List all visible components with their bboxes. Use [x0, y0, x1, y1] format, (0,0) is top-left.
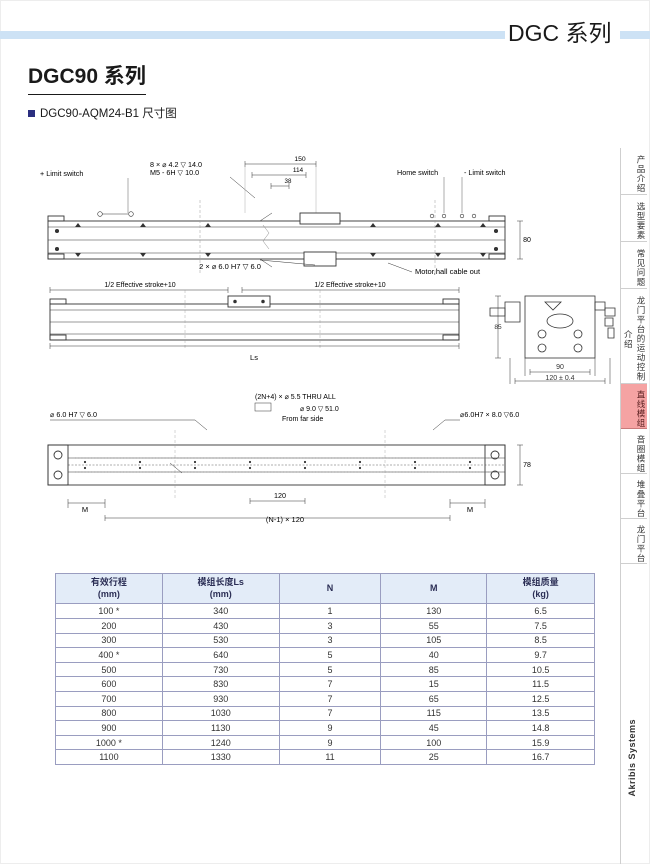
- svg-text:1/2 Effective stroke+10: 1/2 Effective stroke+10: [104, 282, 175, 289]
- svg-text:+ Limit switch: + Limit switch: [40, 169, 83, 178]
- svg-text:- Limit switch: - Limit switch: [464, 168, 506, 177]
- svg-text:⌀ 6.0 H7 ▽ 6.0: ⌀ 6.0 H7 ▽ 6.0: [50, 410, 97, 419]
- svg-text:M: M: [467, 505, 473, 514]
- svg-text:85: 85: [494, 324, 502, 331]
- svg-text:2 × ⌀ 6.0 H7 ▽ 6.0: 2 × ⌀ 6.0 H7 ▽ 6.0: [199, 262, 261, 271]
- svg-text:120: 120: [274, 491, 286, 500]
- svg-text:(N-1) × 120: (N-1) × 120: [266, 515, 304, 524]
- svg-text:78: 78: [523, 462, 531, 469]
- svg-text:1/2 Effective stroke+10: 1/2 Effective stroke+10: [314, 282, 385, 289]
- svg-text:80: 80: [523, 237, 531, 244]
- svg-text:114: 114: [293, 167, 304, 174]
- svg-text:Home switch: Home switch: [397, 168, 438, 177]
- svg-text:⌀ 9.0 ▽ 51.0: ⌀ 9.0 ▽ 51.0: [300, 406, 339, 413]
- svg-text:38: 38: [285, 178, 292, 185]
- svg-text:M: M: [82, 505, 88, 514]
- svg-text:Ls: Ls: [250, 353, 258, 362]
- svg-text:Motor,hall cable out: Motor,hall cable out: [415, 267, 481, 276]
- svg-text:90: 90: [556, 364, 564, 371]
- svg-text:150: 150: [294, 156, 306, 163]
- svg-text:(2N+4) × ⌀ 5.5 THRU ALL: (2N+4) × ⌀ 5.5 THRU ALL: [255, 394, 336, 401]
- svg-text:⌀6.0H7 × 8.0 ▽6.0: ⌀6.0H7 × 8.0 ▽6.0: [460, 410, 519, 419]
- svg-text:M5 - 6H ▽ 10.0: M5 - 6H ▽ 10.0: [150, 168, 199, 177]
- svg-text:From far side: From far side: [282, 416, 323, 423]
- svg-text:120 ± 0.4: 120 ± 0.4: [545, 375, 574, 382]
